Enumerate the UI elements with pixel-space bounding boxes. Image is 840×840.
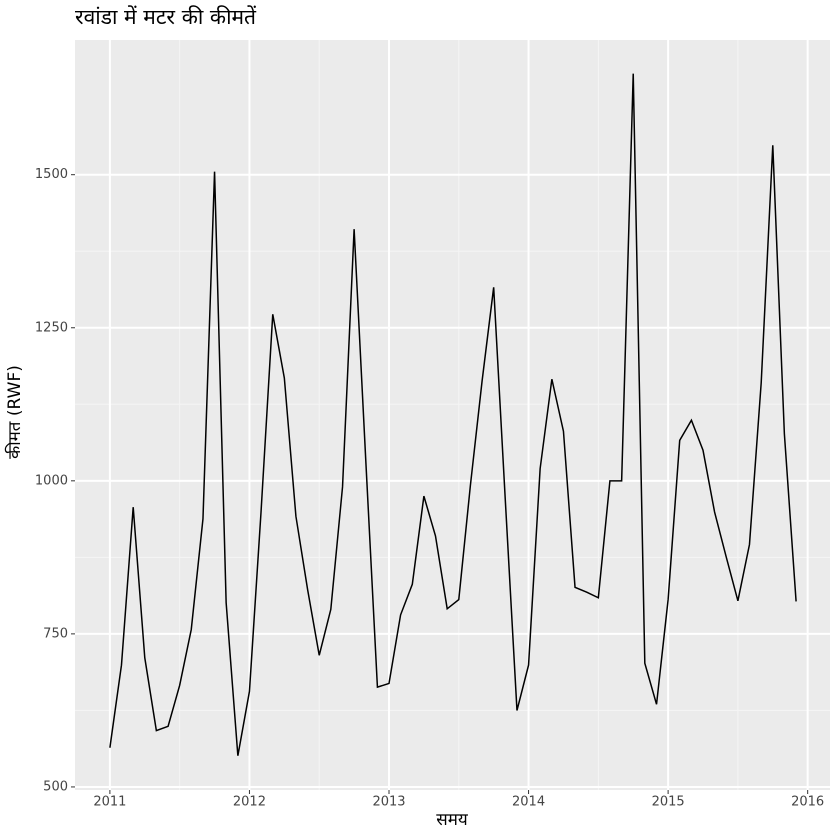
x-axis-title: समय (436, 810, 469, 830)
chart-title: रवांडा में मटर की कीमतें (75, 5, 257, 29)
y-axis-title: कीमत (RWF) (4, 365, 25, 459)
x-tick-label: 2012 (233, 795, 266, 810)
y-tick-label: 500 (43, 779, 68, 794)
x-tick-label: 2013 (372, 795, 405, 810)
x-tick-label: 2014 (512, 795, 545, 810)
y-tick-label: 750 (43, 626, 68, 641)
y-tick-label: 1500 (35, 167, 68, 182)
x-tick-label: 2016 (791, 795, 824, 810)
y-tick-label: 1000 (35, 473, 68, 488)
plot-background (75, 40, 830, 790)
data-line (109, 73, 797, 756)
x-tick-label: 2011 (93, 795, 126, 810)
x-tick-label: 2015 (652, 795, 685, 810)
y-tick-label: 1250 (35, 320, 68, 335)
